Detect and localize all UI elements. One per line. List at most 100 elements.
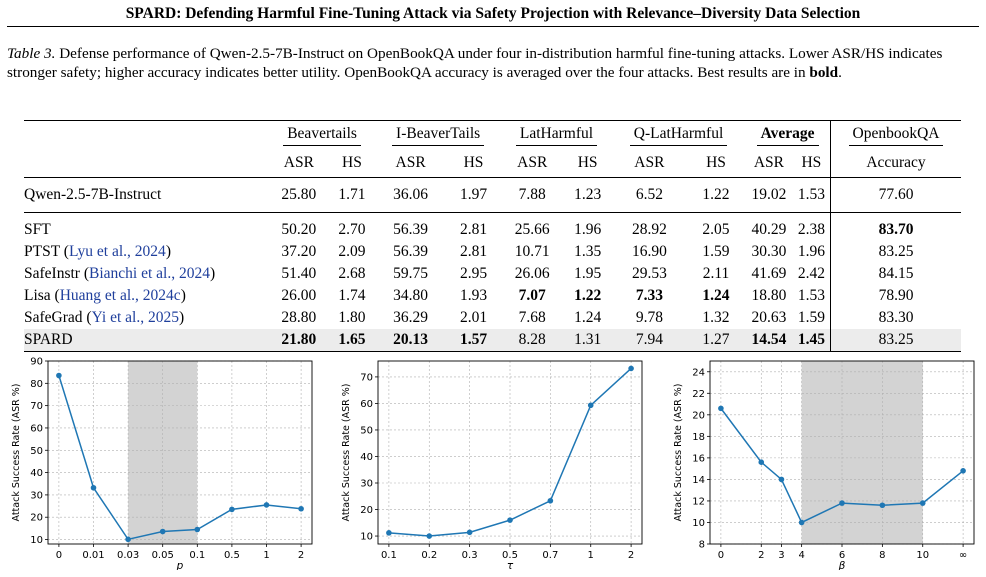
cell: 28.80 [281,309,317,326]
x-tick-label: 0.03 [117,550,139,561]
data-point [879,502,886,509]
data-point [159,528,166,535]
cell: 1.32 [702,309,730,326]
data-point [229,506,235,513]
caption-end: . [838,64,842,81]
cell: 9.78 [635,309,663,326]
cell: 16.90 [631,243,667,260]
cell: 83.70 [878,221,914,238]
x-tick-label: 0.05 [152,550,174,561]
x-tick-label: 0 [718,550,724,561]
table-group-header-row: Beavertails I-BeaverTails LatHarmful Q-L… [24,120,961,149]
cell: 1.57 [445,329,502,352]
x-tick-label: 4 [798,550,804,561]
subheader: HS [792,149,831,178]
citation-link[interactable]: Huang et al., 2024c [59,287,181,304]
cell: 83.30 [878,309,914,326]
subheader: ASR [283,154,314,171]
table-row: SafeInstr (Bianchi et al., 2024) 51.40 2… [24,263,961,285]
data-point [386,530,392,536]
group-header: I-BeaverTails [375,120,502,149]
x-tick-label: 1 [588,550,594,561]
x-tick-label: 2 [628,550,634,561]
method-name: PTST (Lyu et al., 2024) [24,243,171,260]
cell: 84.15 [878,265,914,282]
cell: 2.81 [459,221,488,238]
x-tick-label: 0.5 [224,550,240,561]
x-tick-label: 0.1 [381,550,397,561]
y-tick-label: 30 [30,490,43,501]
cell: 7.33 [635,287,663,304]
cell: 29.53 [631,265,667,282]
cell: 18.80 [751,287,787,304]
data-point [298,505,304,512]
y-tick-label: 18 [692,432,705,443]
cell: 2.42 [792,263,831,285]
cell: 6.52 [611,177,687,213]
cell: 2.01 [459,309,488,326]
y-tick-label: 70 [360,372,373,383]
cell: 1.22 [574,287,602,304]
chart-svg: 10 20 30 40 50 60 70 0.1 0.2 0.3 0.5 0.7 1 2 τ Attack S… [341,360,643,572]
data-point [778,476,785,483]
citation-link[interactable]: Yi et al., 2025 [91,309,179,326]
results-table: Beavertails I-BeaverTails LatHarmful Q-L… [24,120,961,352]
cell: 1.97 [445,177,502,213]
method-name: SFT [24,221,51,238]
cell: 83.25 [830,329,961,352]
y-tick-label: 40 [360,452,373,463]
y-tick-label: 20 [360,505,373,516]
caption-text: Defense performance of Qwen-2.5-7B-Instr… [7,45,943,81]
chart-svg: 10 20 30 40 50 60 70 80 90 0 0.01 0.03 0.05 0.1 0.5 1 2 p… [11,357,313,572]
y-tick-label: 20 [692,410,705,421]
cell: 14.54 [745,329,793,352]
asr-vs-p-plot: 10 20 30 40 50 60 70 80 90 0 0.01 0.03 0.05 0.1 0.5 1 2 p… [8,355,318,575]
cell: 20.13 [375,329,446,352]
cell: 8.28 [501,329,564,352]
x-axis-label: τ [507,560,514,570]
cell: 51.40 [281,265,317,282]
caption-bold-word: bold [809,64,839,81]
series-line [58,375,302,541]
method-name: SafeGrad (Yi et al., 2025) [24,309,185,326]
data-point [839,500,845,506]
y-tick-label: 10 [30,535,43,546]
cell: 34.80 [393,287,429,304]
method-name: SafeInstr (Bianchi et al., 2024) [24,265,216,282]
y-tick-label: 20 [30,513,43,524]
cell: 78.90 [878,287,914,304]
cell: 2.81 [459,243,488,260]
cell: 2.38 [792,219,831,241]
group-header: LatHarmful [501,120,612,149]
cell: 77.60 [830,177,961,213]
cell: 21.80 [269,329,329,352]
x-tick-label: 6 [839,550,845,561]
cell: 2.05 [702,221,730,238]
cell: 36.06 [375,177,446,213]
y-tick-label: 14 [692,475,705,486]
method-name: Lisa (Huang et al., 2024c) [24,287,186,304]
group-header: Beavertails [269,120,376,149]
cell: 1.24 [702,287,730,304]
y-tick-label: 22 [692,389,705,400]
subheader: Accuracy [866,154,926,171]
subheader: HS [706,154,726,171]
method-name: SPARD [24,329,269,352]
citation-link[interactable]: Lyu et al., 2024 [68,243,166,260]
header-rule [7,26,979,27]
cell: 1.27 [686,329,746,352]
group-header: Q-LatHarmful [611,120,746,149]
data-point [90,484,97,491]
cell: 1.35 [574,243,602,260]
cell: 1.45 [792,329,831,352]
cell: 1.53 [792,285,831,307]
cell: 1.74 [338,287,366,304]
cell: 1.22 [686,177,746,213]
cell: 19.02 [745,177,793,213]
y-tick-label: 24 [692,367,705,378]
cell: 37.20 [281,243,317,260]
citation-link[interactable]: Bianchi et al., 2024 [89,265,210,282]
data-point [194,526,201,533]
cell: 2.95 [459,265,488,282]
table-row: Qwen-2.5-7B-Instruct 25.80 1.71 36.06 1.… [24,177,961,213]
